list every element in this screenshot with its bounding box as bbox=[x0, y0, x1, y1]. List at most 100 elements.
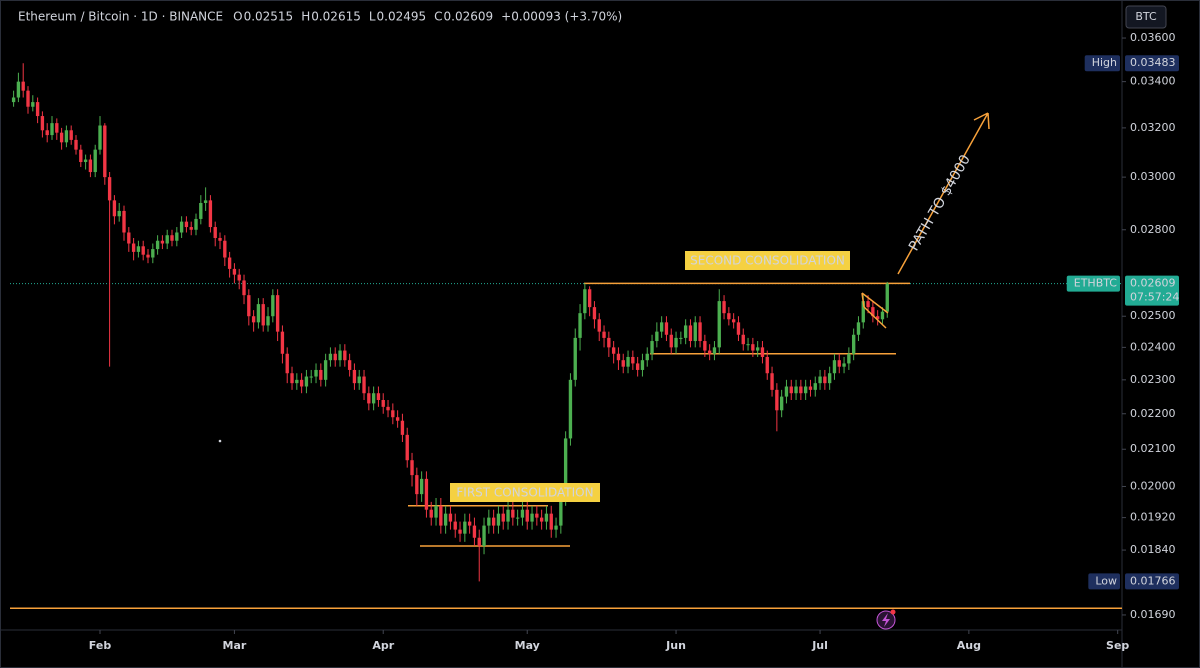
candle-body bbox=[429, 509, 433, 518]
candle-body bbox=[213, 227, 217, 238]
candle-body bbox=[74, 139, 78, 150]
candle-body bbox=[568, 379, 573, 439]
candle-body bbox=[424, 478, 429, 510]
candle-body bbox=[463, 521, 467, 534]
candle-body bbox=[323, 360, 328, 380]
candle-body bbox=[362, 376, 366, 394]
candle-body bbox=[746, 344, 750, 346]
candle-body bbox=[592, 307, 597, 320]
candle-body bbox=[515, 517, 520, 519]
candle-body bbox=[530, 513, 534, 522]
candle-body bbox=[669, 334, 673, 348]
candle-body bbox=[151, 249, 155, 258]
candle-body bbox=[779, 396, 784, 411]
ohlc-letter: O bbox=[233, 10, 242, 24]
candle-body bbox=[760, 347, 765, 357]
candle-body bbox=[554, 525, 558, 530]
y-tick-label: 0.02000 bbox=[1130, 479, 1176, 492]
candle-body bbox=[165, 235, 169, 244]
currency-label: BTC bbox=[1135, 10, 1157, 23]
candle-body bbox=[559, 501, 563, 526]
candle-body bbox=[439, 505, 443, 526]
candle-body bbox=[467, 521, 472, 526]
candle-body bbox=[607, 337, 611, 348]
candle-body bbox=[707, 350, 712, 354]
y-tick-label: 0.02500 bbox=[1130, 309, 1176, 322]
candle-body bbox=[271, 295, 275, 317]
candle-body bbox=[127, 232, 131, 244]
candle-body bbox=[367, 393, 371, 404]
candle-body bbox=[443, 513, 448, 526]
price-label-box bbox=[1125, 573, 1179, 590]
candle-body bbox=[693, 322, 697, 342]
candle-body bbox=[31, 102, 35, 107]
candle-body bbox=[83, 159, 88, 163]
price-label-value: 0.03483 bbox=[1130, 56, 1176, 69]
y-tick-label: 0.03600 bbox=[1130, 31, 1176, 44]
candle-body bbox=[765, 356, 769, 374]
price-label-box bbox=[1125, 55, 1179, 72]
candle-body bbox=[827, 373, 832, 384]
ohlc-value: 0.02609 bbox=[444, 10, 494, 24]
candle-body bbox=[247, 295, 251, 317]
candle-body bbox=[391, 410, 395, 418]
candle-body bbox=[309, 376, 313, 378]
candle-body bbox=[415, 475, 419, 495]
candle-body bbox=[698, 322, 702, 342]
candle-body bbox=[376, 393, 381, 401]
candle-body bbox=[736, 322, 741, 335]
currency-button[interactable] bbox=[1125, 5, 1167, 29]
candle-body bbox=[856, 322, 861, 335]
candle-body bbox=[544, 513, 549, 522]
candle-body bbox=[727, 313, 731, 320]
candle-body bbox=[861, 301, 865, 323]
header-title: Ethereum / Bitcoin · 1D · BINANCE bbox=[18, 10, 223, 24]
candle-body bbox=[357, 376, 361, 384]
y-tick-label: 0.02100 bbox=[1130, 442, 1176, 455]
candle-body bbox=[491, 517, 496, 526]
x-tick-label: Sep bbox=[1106, 639, 1129, 652]
annotation-box bbox=[685, 251, 850, 270]
candle-body bbox=[751, 344, 755, 351]
candle-body bbox=[813, 383, 817, 390]
candle-body bbox=[803, 386, 808, 394]
price-label-name-box bbox=[1088, 573, 1120, 590]
candle-body bbox=[635, 363, 640, 370]
candle-body bbox=[98, 125, 102, 150]
candle-body bbox=[35, 102, 40, 117]
candle-body bbox=[343, 350, 347, 361]
candle-body bbox=[789, 386, 793, 394]
alert-icon[interactable] bbox=[876, 609, 896, 630]
candle-body bbox=[107, 177, 112, 201]
price-label-name: Low bbox=[1095, 574, 1117, 587]
candle-body bbox=[184, 221, 189, 228]
x-tick-label: Apr bbox=[372, 639, 394, 652]
candle-body bbox=[539, 517, 544, 522]
candle-body bbox=[549, 513, 553, 530]
candle-body bbox=[295, 379, 299, 384]
y-tick-label: 0.02400 bbox=[1130, 340, 1176, 353]
candle-body bbox=[218, 237, 222, 241]
candle-body bbox=[347, 360, 352, 370]
y-tick-label: 0.02300 bbox=[1130, 373, 1176, 386]
candle-body bbox=[770, 373, 774, 390]
candle-body bbox=[256, 304, 261, 323]
ohlc-letter: C bbox=[434, 10, 442, 24]
candle-body bbox=[573, 337, 577, 380]
candle-body bbox=[501, 513, 505, 522]
path-arrow bbox=[897, 112, 990, 275]
candle-body bbox=[645, 353, 649, 361]
candle-body bbox=[40, 116, 45, 131]
candle-body bbox=[251, 316, 256, 323]
price-label-box bbox=[1125, 275, 1179, 306]
candle-body bbox=[640, 360, 645, 370]
pennant bbox=[861, 292, 889, 329]
candle-body bbox=[117, 210, 121, 217]
candle-body bbox=[520, 509, 525, 518]
candle-body bbox=[875, 316, 880, 320]
candle-body bbox=[683, 325, 688, 338]
candle-body bbox=[79, 149, 83, 163]
candle-body bbox=[880, 311, 885, 320]
